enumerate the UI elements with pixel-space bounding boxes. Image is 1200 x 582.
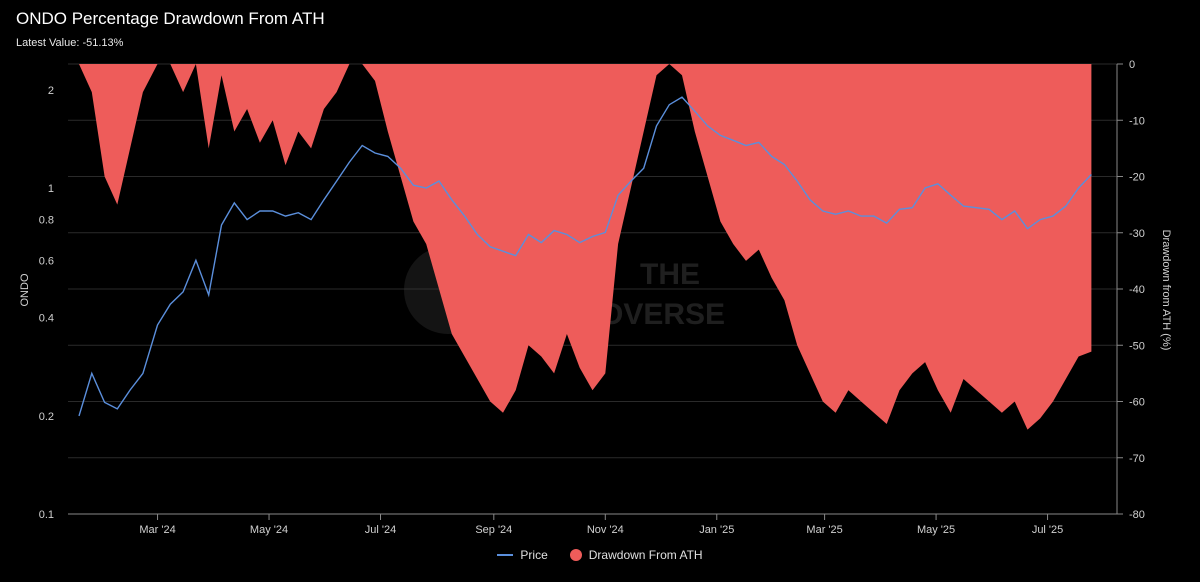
drawdown-area [79,64,1092,430]
right-tick-label: -50 [1129,340,1145,352]
legend-price-label: Price [520,548,548,562]
left-tick-label: 0.2 [39,411,54,423]
left-tick-label: 0.8 [39,215,54,227]
left-tick-label: 2 [48,85,54,97]
right-tick-label: -60 [1129,397,1145,409]
legend: Price Drawdown From ATH [0,548,1200,562]
x-tick-label: Jul '24 [365,524,396,536]
left-axis-ticks: 0.1 0.2 0.4 0.6 0.8 1 2 [39,85,54,521]
right-tick-label: -80 [1129,509,1145,521]
x-tick-label: May '25 [917,524,955,536]
left-tick-label: 0.4 [39,313,54,325]
left-tick-label: 1 [48,183,54,195]
legend-item-drawdown[interactable]: Drawdown From ATH [569,548,703,562]
right-axis-label: Drawdown from ATH (%) [1160,230,1172,351]
x-tick-label: Mar '24 [139,524,175,536]
drawdown-dot-icon [569,549,582,561]
page-title: ONDO Percentage Drawdown From ATH [16,9,325,28]
right-tick-label: -10 [1129,115,1145,127]
price-line-icon [497,554,514,556]
right-tick-label: -30 [1129,228,1145,240]
watermark-line1: THE [640,258,700,291]
x-tick-label: May '24 [250,524,288,536]
x-axis-ticks: Mar '24 May '24 Jul '24 Sep '24 Nov '24 Jan '… [139,514,1063,536]
right-tick-label: -20 [1129,172,1145,184]
left-tick-label: 0.1 [39,509,54,521]
x-tick-label: Nov '24 [587,524,624,536]
x-tick-label: Jan '25 [699,524,734,536]
legend-drawdown-label: Drawdown From ATH [588,548,703,562]
right-tick-label: 0 [1129,59,1135,71]
latest-value: Latest Value: -51.13% [16,37,124,49]
left-axis-label: ONDO [19,273,31,306]
right-axis-ticks: 0 -10 -20 -30 -40 -50 -60 -70 -80 [1116,59,1145,521]
x-tick-label: Mar '25 [806,524,842,536]
left-tick-label: 0.6 [39,255,54,267]
legend-item-price[interactable]: Price [497,548,548,562]
price-line [78,96,1092,417]
x-tick-label: Jul '25 [1032,524,1063,536]
right-tick-label: -40 [1129,284,1145,296]
x-tick-label: Sep '24 [475,524,512,536]
right-tick-label: -70 [1129,453,1145,465]
